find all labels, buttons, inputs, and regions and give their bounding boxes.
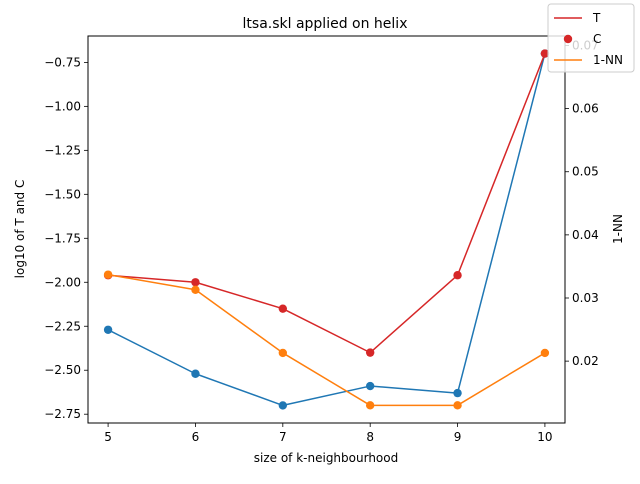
y-right-tick-label: 0.03 <box>572 291 599 305</box>
x-axis-title: size of k-neighbourhood <box>254 451 398 465</box>
data-point-t <box>191 278 200 287</box>
x-tick-label: 5 <box>104 430 112 444</box>
legend-label: T <box>592 11 601 25</box>
y-left-axis-title: log10 of T and C <box>13 180 27 279</box>
data-point-c <box>365 381 375 391</box>
y-right-tick-label: 0.05 <box>572 165 599 179</box>
legend-label: 1-NN <box>593 53 623 67</box>
data-point-t <box>365 348 375 357</box>
data-point-c <box>278 401 288 410</box>
x-tick-label: 10 <box>537 430 552 444</box>
y-left-tick-label: −2.75 <box>44 407 81 421</box>
y-left-tick-label: −2.25 <box>44 319 81 333</box>
plot-frame <box>87 35 566 424</box>
data-point-1-nn <box>540 348 550 358</box>
legend-items: TC 1-NN <box>554 11 623 67</box>
y-right-axis-title: 1-NN <box>611 214 625 244</box>
series-layer <box>103 49 550 410</box>
legend-swatch-marker <box>563 34 573 44</box>
y-left-tick-label: −2.50 <box>44 363 81 377</box>
data-point-1-nn <box>191 285 200 294</box>
y-left-tick-label: −1.50 <box>44 187 81 201</box>
data-point-t <box>278 304 288 313</box>
x-tick-label: 8 <box>366 430 374 444</box>
legend-label: C <box>593 32 601 46</box>
y-left-tick-label: −1.75 <box>44 231 81 245</box>
data-point-1-nn <box>453 401 462 410</box>
data-point-c <box>453 388 462 398</box>
data-point-t <box>453 271 462 280</box>
data-point-t <box>540 49 550 58</box>
y-left-tick-label: −2.00 <box>44 275 81 289</box>
y-right-tick-label: 0.02 <box>572 354 599 368</box>
x-tick-label: 7 <box>279 430 287 444</box>
y-left-tick-label: −0.75 <box>44 55 81 69</box>
y-left-tick-label: −1.25 <box>44 143 81 157</box>
chart-title: ltsa.skl applied on helix <box>243 16 408 32</box>
data-point-1-nn <box>103 270 113 279</box>
y-right-tick-label: 0.04 <box>572 228 599 242</box>
y-right-tick-label: 0.06 <box>572 102 599 116</box>
y-left-axis-ticks: −2.75 −2.50 −2.25 −2.00 −1.75 −1.50 −1.25 −1.00… <box>44 55 88 421</box>
data-point-1-nn <box>278 348 288 358</box>
x-tick-label: 6 <box>192 430 200 444</box>
y-left-tick-label: −1.00 <box>44 99 81 113</box>
series-line-t <box>108 53 546 354</box>
series-line-c <box>107 53 546 407</box>
legend: TC 1-NN <box>547 3 635 73</box>
legend-box <box>547 3 635 73</box>
data-point-c <box>103 325 113 334</box>
x-tick-label: 9 <box>454 430 462 444</box>
series-line-1-nn <box>107 273 546 407</box>
data-point-c <box>191 369 200 378</box>
data-point-1-nn <box>365 401 375 410</box>
x-axis-ticks: 5 6 7 8 9 10 <box>104 423 553 444</box>
